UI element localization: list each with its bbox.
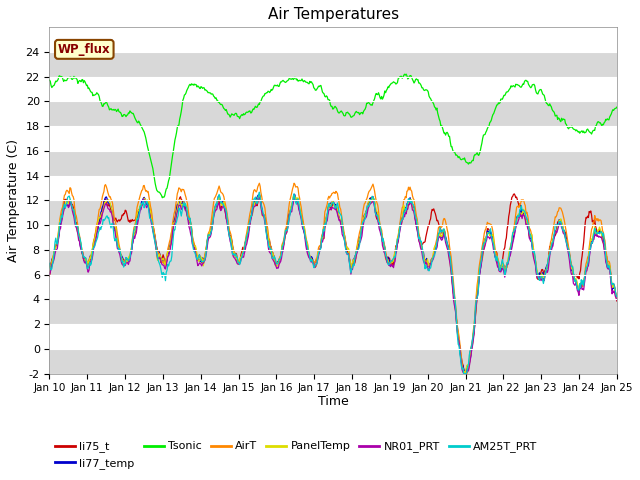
Line: AM25T_PRT: AM25T_PRT xyxy=(49,192,617,373)
Line: li75_t: li75_t xyxy=(49,194,617,373)
Tsonic xyxy=(403,71,410,77)
PanelTemp xyxy=(202,249,209,254)
Tsonic xyxy=(613,104,621,110)
li77_temp xyxy=(291,192,298,197)
li75_t xyxy=(56,224,63,230)
li77_temp xyxy=(403,201,411,206)
NR01_PRT xyxy=(613,297,621,302)
li77_temp xyxy=(45,264,53,269)
NR01_PRT xyxy=(255,195,263,201)
AM25T_PRT xyxy=(460,371,468,376)
PanelTemp xyxy=(403,206,411,212)
Tsonic xyxy=(420,88,428,94)
PanelTemp xyxy=(172,215,180,220)
Tsonic xyxy=(56,73,63,79)
Line: Tsonic: Tsonic xyxy=(49,74,617,198)
Line: NR01_PRT: NR01_PRT xyxy=(49,198,617,373)
AM25T_PRT xyxy=(420,256,428,262)
AirT xyxy=(115,236,122,242)
AirT xyxy=(420,252,428,257)
Line: li77_temp: li77_temp xyxy=(49,194,617,373)
PanelTemp xyxy=(420,253,428,259)
NR01_PRT xyxy=(56,227,63,232)
Bar xyxy=(49,300,617,324)
PanelTemp xyxy=(45,264,53,270)
Bar xyxy=(49,349,617,373)
Tsonic xyxy=(173,130,180,135)
NR01_PRT xyxy=(202,254,209,260)
Line: PanelTemp: PanelTemp xyxy=(49,195,617,373)
Bar xyxy=(49,52,617,77)
Bar xyxy=(49,201,617,225)
PanelTemp xyxy=(115,242,122,248)
Y-axis label: Air Temperature (C): Air Temperature (C) xyxy=(7,139,20,262)
AirT xyxy=(172,202,180,208)
AM25T_PRT xyxy=(172,221,180,227)
AirT xyxy=(56,217,63,223)
Bar xyxy=(49,101,617,126)
Tsonic xyxy=(45,77,53,83)
X-axis label: Time: Time xyxy=(318,395,349,408)
NR01_PRT xyxy=(420,258,428,264)
li75_t xyxy=(115,217,122,223)
li77_temp xyxy=(115,242,122,248)
li75_t xyxy=(510,191,518,197)
PanelTemp xyxy=(255,192,263,198)
AirT xyxy=(45,263,53,269)
NR01_PRT xyxy=(45,271,53,277)
li75_t xyxy=(403,206,410,212)
li75_t xyxy=(202,249,209,254)
li77_temp xyxy=(461,371,469,376)
AirT xyxy=(291,180,298,186)
AirT xyxy=(202,247,209,253)
li77_temp xyxy=(202,251,209,256)
li77_temp xyxy=(172,211,180,217)
li75_t xyxy=(419,241,426,247)
NR01_PRT xyxy=(403,206,411,212)
Tsonic xyxy=(115,106,122,112)
li75_t xyxy=(45,273,53,279)
Tsonic xyxy=(404,76,412,82)
AM25T_PRT xyxy=(403,202,411,207)
li77_temp xyxy=(420,250,428,255)
AirT xyxy=(461,371,468,376)
Legend: li75_t, li77_temp, Tsonic, AirT, PanelTemp, NR01_PRT, AM25T_PRT: li75_t, li77_temp, Tsonic, AirT, PanelTe… xyxy=(55,442,538,469)
NR01_PRT xyxy=(115,246,122,252)
AM25T_PRT xyxy=(202,253,209,259)
AirT xyxy=(403,188,411,194)
Bar xyxy=(49,250,617,275)
Line: AirT: AirT xyxy=(49,183,617,373)
li75_t xyxy=(613,298,621,304)
AM25T_PRT xyxy=(115,244,122,250)
AM25T_PRT xyxy=(56,220,63,226)
Tsonic xyxy=(203,88,211,94)
li77_temp xyxy=(56,225,63,231)
AM25T_PRT xyxy=(613,294,621,300)
AM25T_PRT xyxy=(255,189,263,195)
Bar xyxy=(49,151,617,176)
NR01_PRT xyxy=(460,371,468,376)
li75_t xyxy=(461,371,468,376)
PanelTemp xyxy=(613,296,621,302)
AM25T_PRT xyxy=(45,261,53,266)
PanelTemp xyxy=(56,219,63,225)
Tsonic xyxy=(159,195,166,201)
Text: WP_flux: WP_flux xyxy=(58,43,111,56)
li77_temp xyxy=(613,295,621,300)
Title: Air Temperatures: Air Temperatures xyxy=(268,7,399,22)
li75_t xyxy=(172,212,180,217)
AirT xyxy=(613,292,621,298)
PanelTemp xyxy=(461,371,469,376)
NR01_PRT xyxy=(172,217,180,223)
